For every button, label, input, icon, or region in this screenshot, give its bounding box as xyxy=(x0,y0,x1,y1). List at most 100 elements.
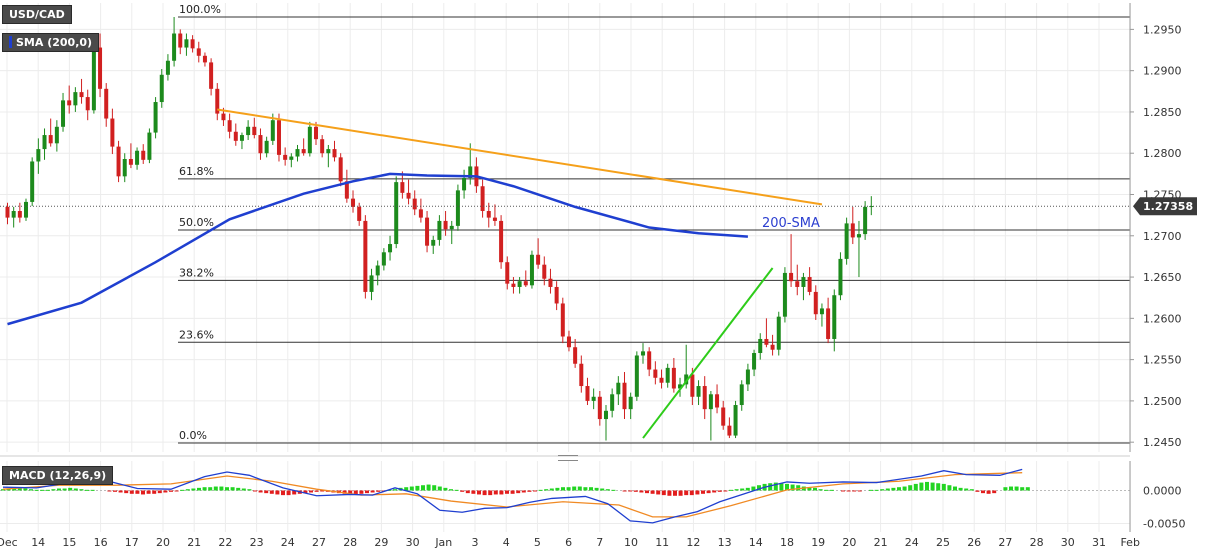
macd-histogram-bar xyxy=(180,489,185,491)
candle-body xyxy=(239,135,244,141)
candle xyxy=(351,190,356,213)
candle-body xyxy=(591,396,596,401)
candle-body xyxy=(523,281,528,286)
candle-body xyxy=(665,367,670,383)
macd-histogram-bar xyxy=(219,486,224,491)
macd-histogram-bar xyxy=(650,490,655,494)
candle xyxy=(492,204,497,226)
fib-level-label: 0.0% xyxy=(179,429,207,442)
candle-body xyxy=(776,316,781,350)
macd-histogram-bar xyxy=(348,490,353,495)
candle-body xyxy=(42,135,47,150)
macd-histogram-bar xyxy=(549,488,554,491)
macd-histogram-bar xyxy=(34,489,39,491)
macd-histogram-bar xyxy=(829,489,834,491)
macd-histogram-bar xyxy=(393,489,397,491)
candle xyxy=(307,121,312,157)
candle xyxy=(542,256,547,286)
y-tick-label: 1.2950 xyxy=(1143,23,1182,36)
macd-histogram-bar xyxy=(40,489,45,491)
candle-body xyxy=(104,88,109,119)
x-tick-label: 23 xyxy=(250,536,264,549)
candle xyxy=(585,377,590,406)
candle xyxy=(276,113,281,162)
candle xyxy=(752,349,757,377)
panel-resize-handle[interactable] xyxy=(558,455,578,461)
candle-body xyxy=(122,159,127,177)
x-tick-label: 27 xyxy=(312,536,326,549)
candle xyxy=(36,138,41,174)
candle xyxy=(591,388,596,410)
x-tick-label: 4 xyxy=(503,536,510,549)
candle-body xyxy=(283,154,288,160)
candle xyxy=(511,277,516,294)
candle xyxy=(190,35,195,53)
macd-histogram-bar xyxy=(208,487,213,491)
candle xyxy=(486,202,491,228)
candle xyxy=(73,87,78,112)
macd-histogram-bar xyxy=(342,490,347,494)
candle xyxy=(326,144,331,168)
macd-histogram-bar xyxy=(633,490,638,492)
candle-body xyxy=(801,277,806,287)
macd-histogram-bar xyxy=(409,486,414,491)
macd-histogram-bar xyxy=(544,489,549,491)
macd-histogram-bar xyxy=(482,490,487,496)
candle-body xyxy=(61,100,66,127)
macd-histogram-bar xyxy=(779,483,784,491)
macd-histogram-bar xyxy=(706,490,711,494)
macd-histogram-bar xyxy=(505,490,509,494)
macd-histogram-bar xyxy=(107,490,112,492)
macd-histogram-bar xyxy=(577,486,582,491)
candle-body xyxy=(542,264,547,279)
candle xyxy=(665,363,670,388)
candle-body xyxy=(739,384,744,406)
candle xyxy=(338,153,343,187)
candle xyxy=(209,58,214,96)
x-tick-label: 19 xyxy=(811,536,825,549)
candle-body xyxy=(375,265,380,276)
candle xyxy=(529,250,534,289)
macd-histogram-bar xyxy=(376,490,381,492)
macd-histogram-bar xyxy=(85,489,89,491)
candle-body xyxy=(863,206,868,235)
candle-body xyxy=(227,120,232,132)
macd-histogram-bar xyxy=(583,487,588,491)
y-tick-label: 1.2550 xyxy=(1143,354,1182,367)
macd-histogram-bar xyxy=(225,487,229,491)
macd-histogram-bar xyxy=(157,490,162,494)
macd-histogram-bar xyxy=(958,487,963,491)
macd-histogram-bar xyxy=(163,490,168,493)
candle xyxy=(499,215,504,269)
macd-histogram-bar xyxy=(62,488,67,491)
sma-swatch xyxy=(9,36,12,48)
candle-body xyxy=(536,254,541,265)
x-tick-label: 14 xyxy=(749,536,763,549)
candle xyxy=(363,215,368,299)
candle-body xyxy=(135,150,140,165)
candle-body xyxy=(869,206,874,208)
candle xyxy=(480,179,485,218)
macd-histogram-bar xyxy=(426,484,431,491)
macd-histogram-bar xyxy=(1025,487,1030,491)
macd-histogram-bar xyxy=(969,489,974,491)
candle xyxy=(764,318,769,348)
candle xyxy=(579,355,584,393)
candle xyxy=(758,333,763,360)
candle-body xyxy=(301,149,306,154)
macd-histogram-bar xyxy=(353,490,358,495)
macd-histogram-bar xyxy=(471,490,476,494)
candles xyxy=(5,17,874,441)
candle-body xyxy=(17,211,22,218)
macd-histogram-bar xyxy=(566,487,571,491)
macd-histogram-bar xyxy=(185,489,190,491)
candle-body xyxy=(826,308,831,339)
macd-histogram-bar xyxy=(359,490,364,494)
candle xyxy=(11,206,16,228)
macd-histogram-bar xyxy=(891,487,896,491)
candle xyxy=(431,235,436,254)
macd-histogram-bar xyxy=(1,489,5,491)
candle-body xyxy=(314,126,318,140)
macd-histogram-bar xyxy=(527,490,532,492)
candle-body xyxy=(616,382,621,395)
